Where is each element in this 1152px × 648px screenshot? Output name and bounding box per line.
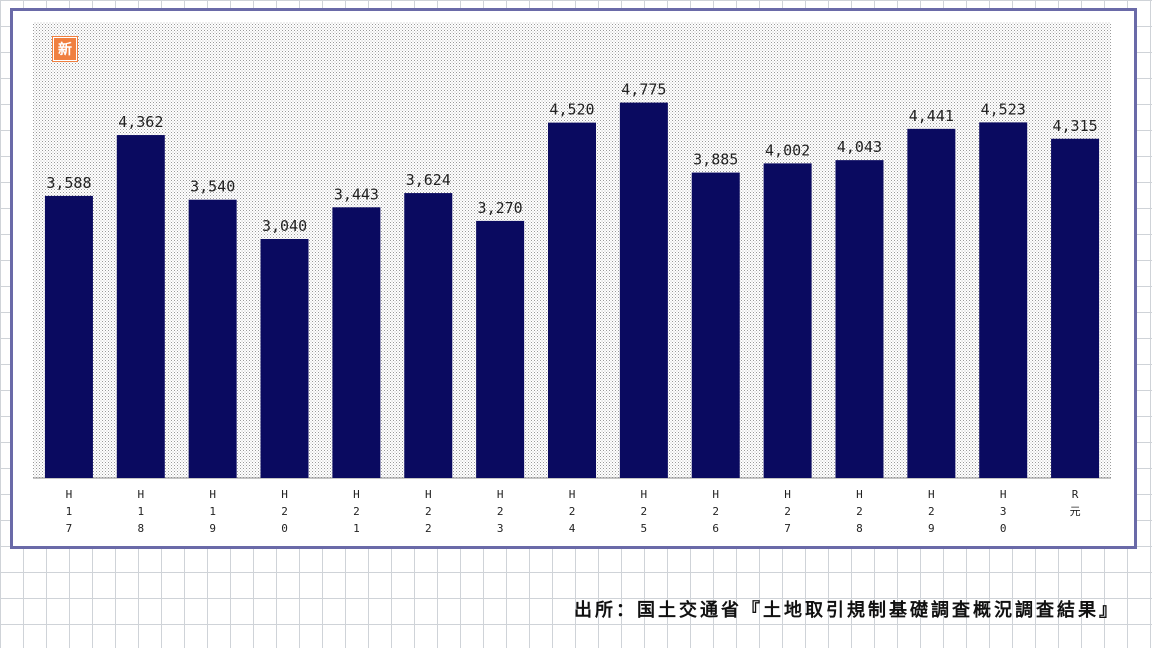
bars-group <box>44 102 1100 479</box>
new-badge: 新 <box>53 37 77 61</box>
value-label-H27: 4,002 <box>765 141 810 159</box>
value-label-H20: 3,040 <box>262 217 307 235</box>
bar-H21 <box>332 207 381 478</box>
bar-H19 <box>188 199 237 479</box>
value-label-R元: 4,315 <box>1052 117 1097 135</box>
value-label-H29: 4,441 <box>909 107 954 125</box>
value-label-H26: 3,885 <box>693 151 738 169</box>
bar-H26 <box>691 172 740 478</box>
value-label-H28: 4,043 <box>837 138 882 156</box>
value-label-H24: 4,520 <box>549 101 594 119</box>
bar-H23 <box>476 220 525 478</box>
bar-H22 <box>404 193 453 478</box>
source-note: 出所：国土交通省『土地取引規制基礎調査概況調査結果』 <box>574 600 1120 621</box>
value-label-H17: 3,588 <box>46 174 91 192</box>
bar-H30 <box>979 122 1028 478</box>
bar-H25 <box>619 102 668 478</box>
bar-R元 <box>1051 138 1100 479</box>
bar-H18 <box>116 135 165 478</box>
value-label-H30: 4,523 <box>981 100 1026 118</box>
value-labels-group: 3,588 4,362 3,540 3,040 3,443 3,624 3,270 4,520… <box>46 81 1097 235</box>
bar-H28 <box>835 160 884 479</box>
value-label-H19: 3,540 <box>190 178 235 196</box>
value-label-H21: 3,443 <box>334 185 379 203</box>
value-label-H18: 4,362 <box>118 113 163 131</box>
bar-H17 <box>44 195 93 478</box>
value-label-H22: 3,624 <box>406 171 451 189</box>
value-label-H25: 4,775 <box>621 81 666 99</box>
x-tick-labels-group: H 1 7 H 1 8 H 1 9 H 2 0 H 2 1 H 2 2 H 2 3 H 2 4 H 2 5 H 2 6 H 2 7 H 2 8 H 2 9 H… <box>66 488 1081 535</box>
value-label-H23: 3,270 <box>478 199 523 217</box>
bar-H24 <box>548 122 596 478</box>
bar-H29 <box>907 128 956 478</box>
bar-H27 <box>763 163 812 479</box>
bar-H20 <box>260 238 309 478</box>
